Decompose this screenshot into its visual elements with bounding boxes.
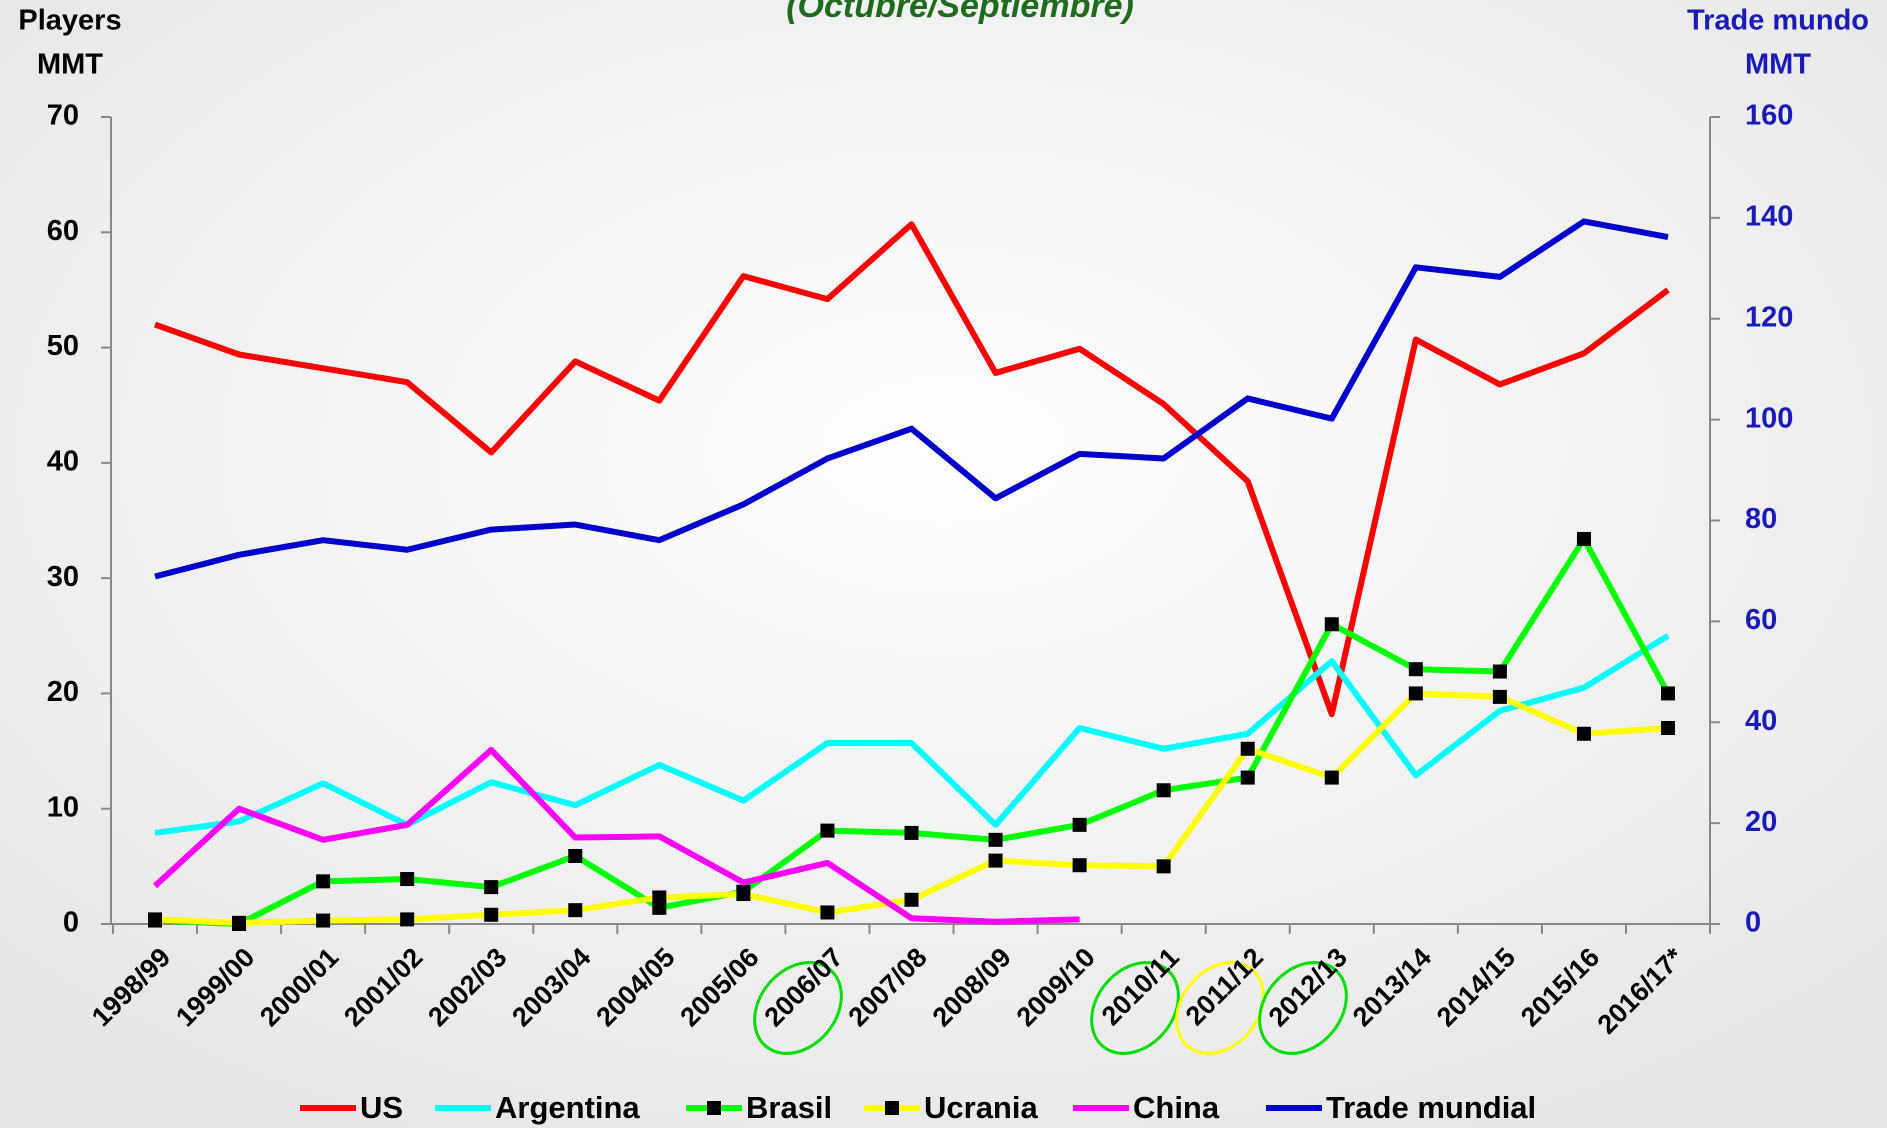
marker [484, 880, 498, 894]
y-tick-label: 70 [47, 100, 79, 132]
marker [1241, 771, 1255, 785]
marker [1157, 783, 1171, 797]
y2-tick-label: 160 [1745, 100, 1793, 132]
y2-axis-label: Trade mundo [1687, 5, 1869, 37]
y-tick-label: 20 [47, 676, 79, 708]
y-tick-label: 40 [47, 446, 79, 478]
marker [1577, 532, 1591, 546]
marker [568, 903, 582, 917]
marker [1493, 665, 1507, 679]
legend-label: Brasil [746, 1090, 832, 1125]
marker [1577, 727, 1591, 741]
marker [989, 833, 1003, 847]
y2-tick-label: 120 [1745, 301, 1793, 333]
marker [1073, 818, 1087, 832]
marker [1661, 686, 1675, 700]
y-tick-label: 50 [47, 330, 79, 362]
y-axis-label: MMT [37, 49, 103, 81]
legend-label: China [1133, 1090, 1220, 1125]
legend-label: US [360, 1090, 403, 1125]
chart: (Octubre/Septiembre) Players MMT Trade m… [0, 0, 1887, 1128]
marker [736, 887, 750, 901]
marker [820, 905, 834, 919]
marker [905, 893, 919, 907]
legend-marker [707, 1101, 721, 1115]
marker [1241, 742, 1255, 756]
y2-tick-label: 60 [1745, 604, 1777, 636]
y2-tick-label: 80 [1745, 503, 1777, 535]
marker [989, 854, 1003, 868]
marker [316, 874, 330, 888]
marker [1073, 858, 1087, 872]
legend-marker [885, 1101, 899, 1115]
marker [1325, 771, 1339, 785]
marker [820, 824, 834, 838]
y2-tick-label: 0 [1745, 907, 1761, 939]
subtitle: (Octubre/Septiembre) [786, 0, 1134, 25]
marker [1157, 859, 1171, 873]
y-axis-label: Players [18, 5, 121, 37]
y2-tick-label: 20 [1745, 806, 1777, 838]
legend-label: Ucrania [924, 1090, 1038, 1125]
y2-tick-label: 40 [1745, 705, 1777, 737]
marker [148, 912, 162, 926]
y-tick-label: 60 [47, 215, 79, 247]
legend-label: Trade mundial [1326, 1090, 1536, 1125]
background [0, 0, 1887, 1128]
marker [652, 890, 666, 904]
marker [905, 826, 919, 840]
marker [1325, 617, 1339, 631]
marker [568, 849, 582, 863]
marker [400, 912, 414, 926]
marker [1493, 690, 1507, 704]
marker [400, 872, 414, 886]
marker [1409, 686, 1423, 700]
legend-label: Argentina [495, 1090, 640, 1125]
marker [316, 914, 330, 928]
y2-axis-label: MMT [1745, 49, 1811, 81]
marker [1409, 662, 1423, 676]
y-tick-label: 30 [47, 561, 79, 593]
marker [1661, 721, 1675, 735]
marker [484, 908, 498, 922]
y-tick-label: 0 [63, 907, 79, 939]
y2-tick-label: 100 [1745, 402, 1793, 434]
marker [232, 916, 246, 930]
y-tick-label: 10 [47, 791, 79, 823]
y2-tick-label: 140 [1745, 201, 1793, 233]
